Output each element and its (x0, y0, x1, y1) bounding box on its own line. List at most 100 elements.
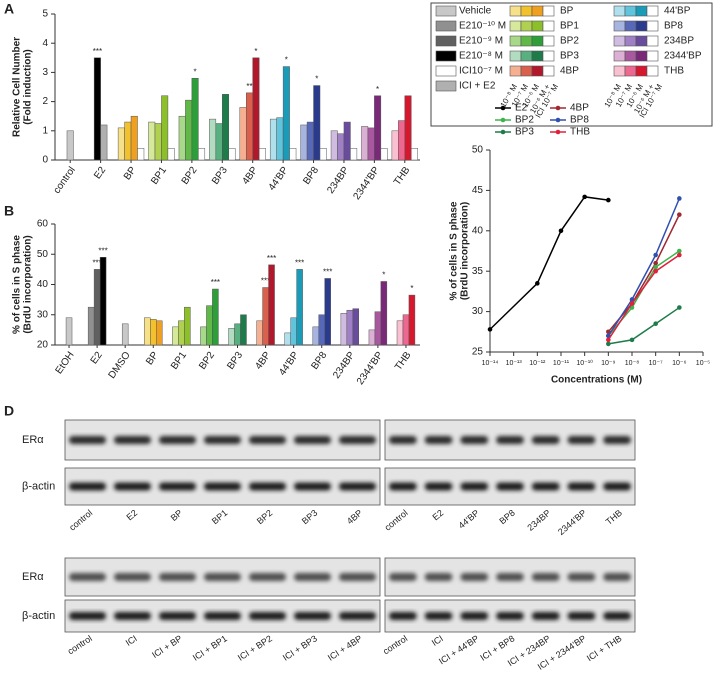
blot-band (249, 573, 286, 581)
lane-label: control (381, 633, 409, 656)
data-point (653, 268, 658, 274)
blot-band (114, 482, 151, 491)
legend-marker (555, 105, 561, 111)
lane-label: ICI (430, 633, 445, 648)
bar (391, 130, 399, 161)
legend-swatch (624, 20, 637, 32)
blot-band (567, 612, 596, 620)
x-tick-label: BP3 (210, 165, 230, 187)
bar (346, 309, 354, 346)
x-tick-label: BP3 (225, 350, 245, 372)
data-point (487, 327, 493, 332)
bar (198, 148, 206, 161)
significance-label: * (410, 284, 413, 293)
x-tick-label: BP8 (301, 165, 321, 187)
bar (87, 306, 95, 346)
bar (368, 329, 376, 346)
bar (144, 317, 151, 346)
bar (228, 148, 236, 161)
x-tick-label: 234BP (331, 350, 357, 381)
legend-swatch (509, 50, 522, 62)
series-line (489, 196, 609, 330)
blot-band (496, 436, 524, 444)
blot-band (531, 436, 560, 444)
blot-band (69, 436, 106, 444)
significance-label: *** (261, 277, 270, 286)
bar (312, 326, 319, 346)
legend-swatch (435, 5, 457, 17)
data-point (677, 212, 682, 217)
bar (209, 118, 217, 161)
bar (93, 57, 101, 161)
legend-label: 4BP (570, 103, 589, 114)
bar (380, 281, 388, 346)
y-tick-label: 3 (42, 67, 48, 78)
significance-label: *** (267, 254, 276, 263)
bar (258, 148, 266, 161)
data-point (653, 260, 658, 266)
x-tick-label: 4BP (253, 350, 273, 372)
legend-label: E210⁻⁹ M (459, 36, 503, 47)
lane-label: ICI + 4BP (326, 633, 364, 663)
legend-label: ICI + E2 (459, 81, 496, 92)
bar (268, 264, 275, 346)
legend-swatch (646, 50, 659, 62)
bar (350, 148, 358, 161)
legend-swatch (624, 5, 637, 17)
blot-band (531, 482, 560, 491)
y-tick-label: 35 (472, 266, 484, 277)
legend-swatch (635, 20, 648, 32)
blot-band (69, 482, 106, 491)
blot-band (339, 482, 376, 491)
bar (404, 95, 412, 161)
blot-band (496, 482, 524, 491)
bar (398, 120, 406, 161)
y-tick-label: 25 (472, 347, 484, 358)
legend-swatch (635, 5, 648, 17)
bar (330, 130, 338, 161)
blot-band (424, 573, 453, 581)
blot-band (249, 612, 286, 620)
blot-band (114, 436, 151, 444)
bar (408, 294, 416, 346)
legend-label: 2344'BP (664, 51, 702, 62)
significance-label: *** (323, 268, 332, 277)
bar (262, 287, 269, 346)
legend-swatch (542, 50, 555, 62)
legend-swatch (520, 65, 533, 77)
blot-band (389, 436, 417, 444)
legend-swatch (635, 65, 648, 77)
y-axis-title: % of cells in S phase (12, 235, 23, 334)
legend-marker (555, 129, 561, 135)
legend-swatch (520, 50, 533, 62)
legend-label: BP2 (560, 36, 579, 47)
x-tick-label: BP (144, 350, 161, 368)
lane-label: 4BP (345, 508, 364, 527)
legend-swatch (531, 35, 544, 47)
lane-label: E2 (124, 508, 139, 523)
blot-band (159, 573, 196, 581)
data-point (606, 197, 611, 203)
x-tick-label: 10⁻¹² (529, 360, 546, 367)
blot-band (567, 573, 596, 581)
x-tick-label: BP (122, 165, 139, 183)
legend-swatch (531, 65, 544, 77)
blot-band (496, 573, 524, 581)
legend-marker (555, 117, 561, 123)
blot-band (603, 436, 631, 444)
bar (178, 320, 185, 346)
legend-swatch (613, 50, 626, 62)
blot-band (339, 573, 376, 581)
legend-marker (500, 105, 506, 111)
legend-swatch (624, 65, 637, 77)
lane-label: BP3 (300, 508, 319, 527)
blot-band (204, 573, 241, 581)
legend-marker (500, 117, 506, 123)
blot-band (114, 573, 151, 581)
data-point (535, 281, 540, 286)
blot-band (531, 612, 560, 620)
blot-band (159, 612, 196, 620)
bar (367, 127, 375, 161)
significance-label: * (254, 47, 257, 56)
